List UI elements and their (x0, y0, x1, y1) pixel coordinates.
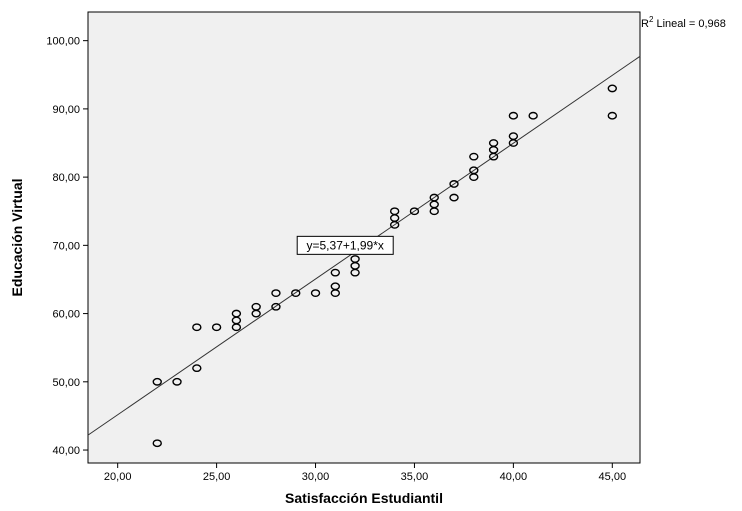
data-point (449, 180, 459, 188)
y-axis: 40,00 50,00 60,00 70,00 80,00 90,00 100,00 (46, 36, 88, 457)
y-tick-label: 90,00 (52, 104, 80, 116)
r2-label: R2 Lineal = 0,968 (641, 15, 726, 30)
x-tick-label: 30,00 (302, 471, 330, 483)
data-point (330, 289, 341, 298)
data-points (152, 84, 618, 448)
fit-equation-label: y=5,37+1,99*x (307, 238, 384, 252)
data-point (172, 377, 182, 386)
x-tick-label: 40,00 (500, 471, 528, 483)
data-point (291, 289, 301, 298)
data-point (469, 173, 479, 182)
r2-value: Lineal = 0,968 (653, 18, 725, 30)
x-axis-title: Satisfacción Estudiantil (285, 490, 443, 506)
y-tick-label: 60,00 (52, 309, 80, 321)
data-point (211, 323, 222, 332)
data-point (271, 302, 281, 311)
x-tick-label: 45,00 (599, 471, 627, 483)
y-tick-label: 80,00 (52, 172, 80, 184)
r2-prefix: R (641, 18, 649, 30)
y-tick-label: 50,00 (52, 377, 80, 389)
y-tick-label: 100,00 (46, 36, 80, 48)
r2-superscript: 2 (649, 15, 654, 24)
data-point (310, 289, 321, 298)
x-tick-label: 25,00 (203, 471, 231, 483)
data-point (152, 439, 162, 448)
y-axis-title: Educación Virtual (9, 179, 25, 297)
data-point (271, 289, 281, 298)
data-point (528, 111, 538, 120)
x-tick-label: 20,00 (104, 471, 132, 483)
data-point (508, 139, 519, 147)
y-tick-label: 40,00 (52, 445, 80, 457)
data-point (508, 111, 519, 120)
y-tick-label: 70,00 (52, 240, 80, 252)
data-point (152, 377, 162, 386)
x-axis: 20,00 25,00 30,00 35,00 40,00 45,00 (104, 463, 626, 483)
data-point (429, 207, 439, 216)
data-point (192, 323, 202, 332)
data-point (607, 84, 618, 93)
data-point (607, 111, 618, 120)
fit-equation-box (296, 235, 394, 255)
data-point (449, 193, 459, 202)
data-point (231, 323, 242, 332)
data-point (409, 207, 420, 216)
data-point (469, 152, 479, 161)
data-point (330, 268, 341, 277)
x-tick-label: 35,00 (401, 471, 429, 483)
data-point (350, 268, 360, 277)
data-point (192, 364, 202, 373)
data-point (488, 152, 499, 161)
data-point (389, 220, 400, 229)
data-point (251, 309, 261, 318)
